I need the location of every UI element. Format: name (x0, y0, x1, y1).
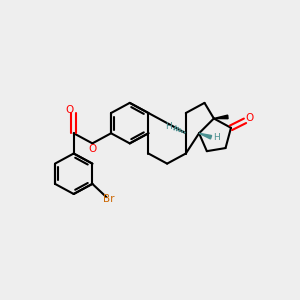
Text: O: O (245, 113, 253, 123)
Polygon shape (199, 133, 212, 139)
Text: Br: Br (103, 194, 115, 204)
Polygon shape (214, 115, 228, 119)
Text: O: O (65, 105, 73, 115)
Text: H: H (213, 133, 220, 142)
Text: H: H (165, 122, 172, 131)
Text: O: O (88, 144, 97, 154)
